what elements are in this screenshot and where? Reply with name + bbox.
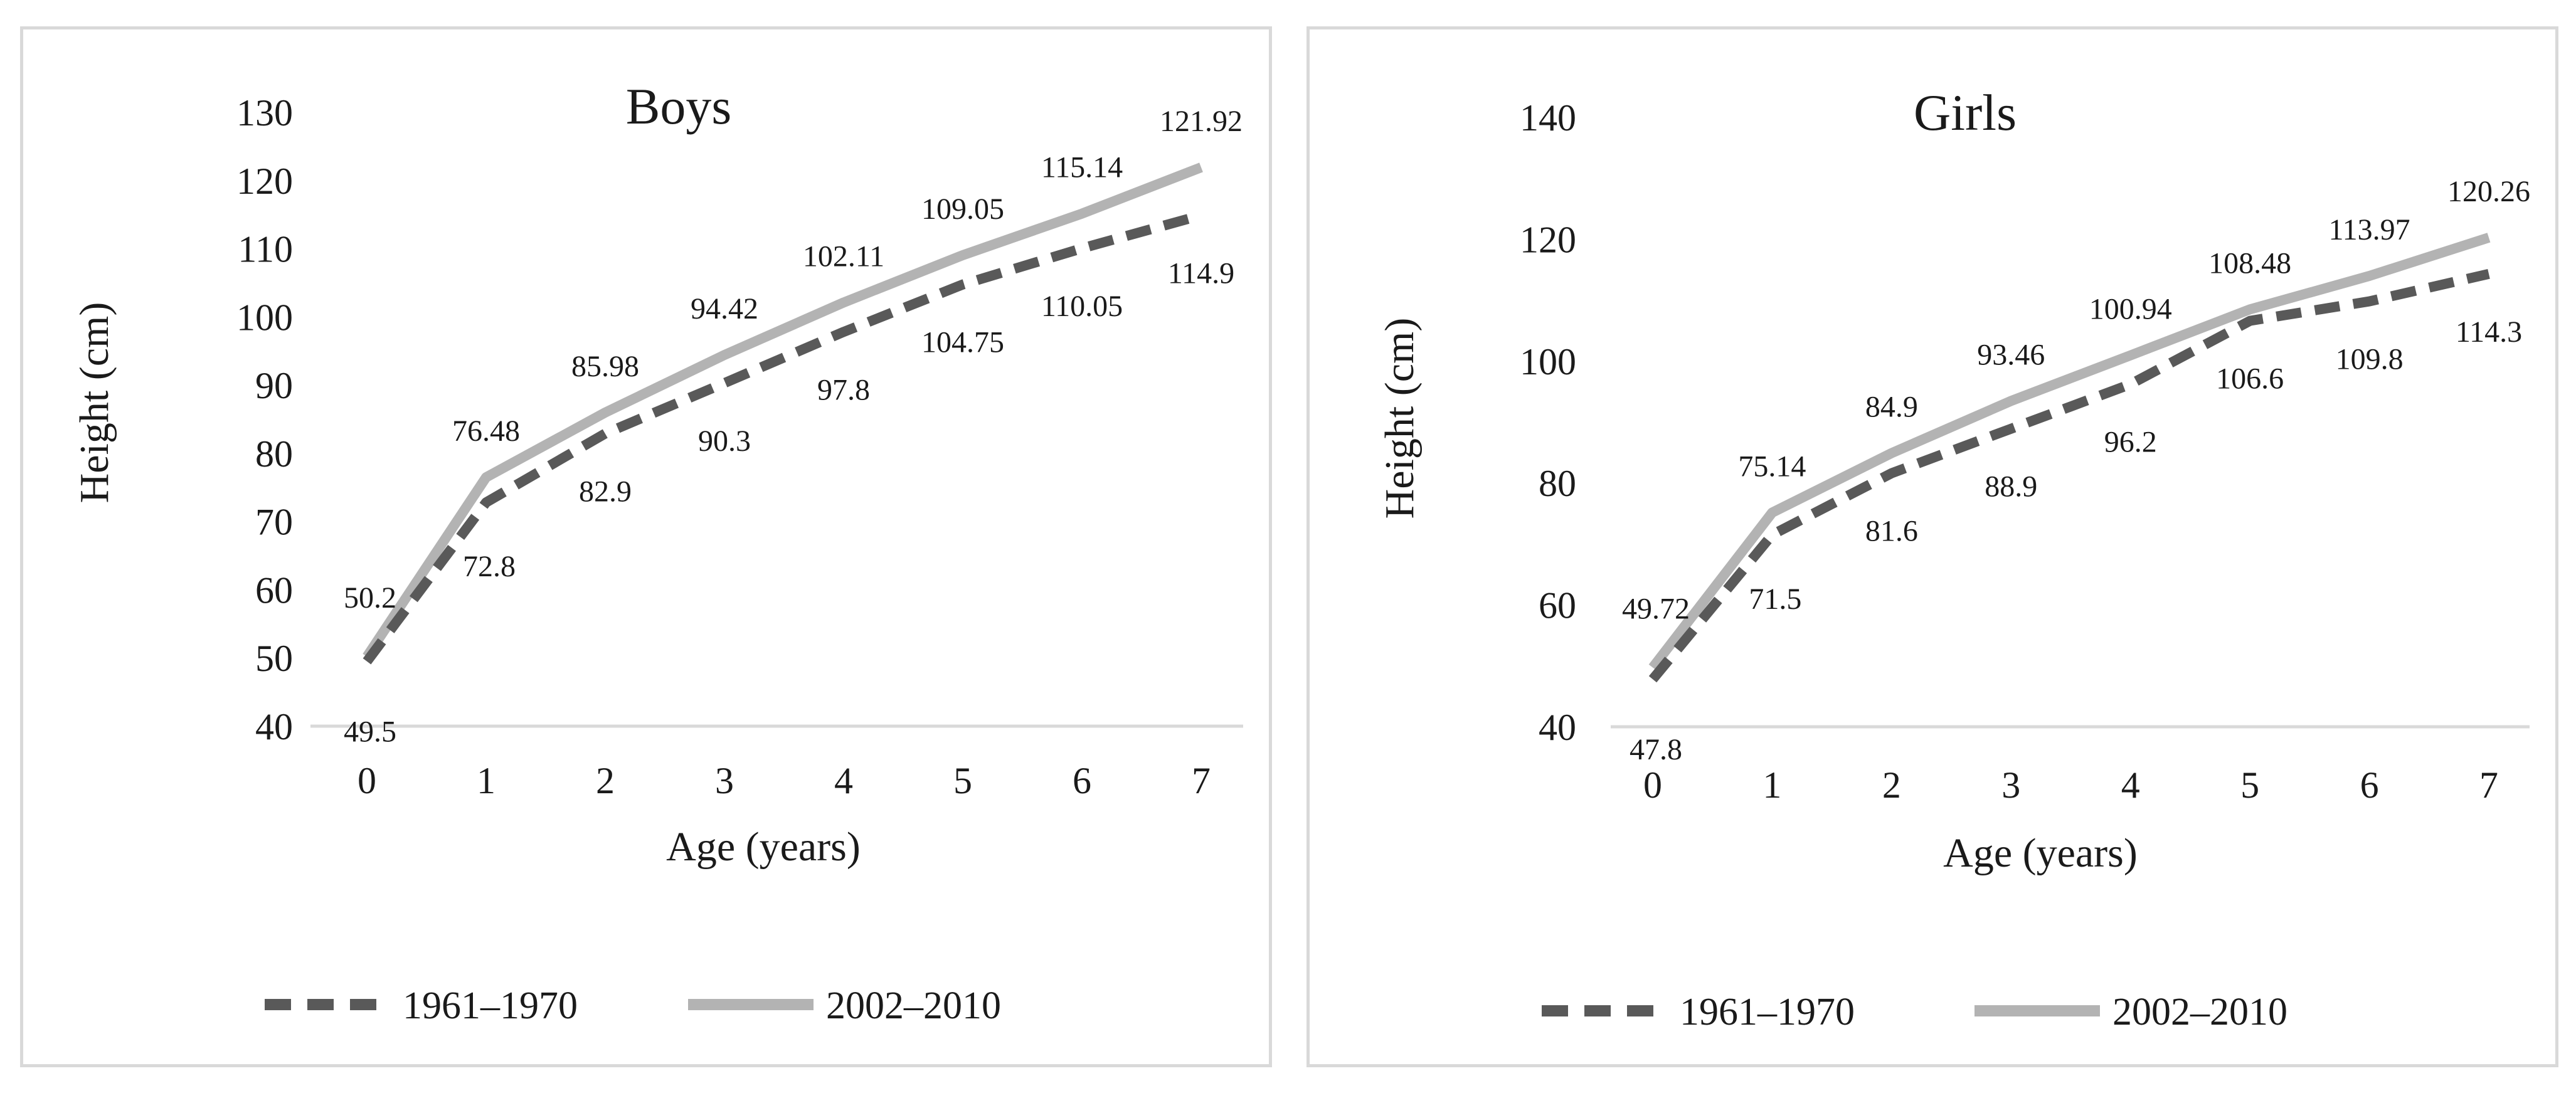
data-label: 72.8 bbox=[463, 550, 516, 583]
chart-title: Boys bbox=[626, 78, 732, 135]
y-axis-title: Height (cm) bbox=[72, 302, 117, 504]
x-tick-label: 4 bbox=[834, 760, 853, 801]
data-label: 85.98 bbox=[571, 350, 639, 383]
data-label: 110.05 bbox=[1041, 290, 1123, 323]
y-tick-label: 80 bbox=[1539, 463, 1576, 504]
data-label: 96.2 bbox=[2104, 426, 2157, 459]
x-tick-label: 3 bbox=[715, 760, 734, 801]
y-tick-label: 80 bbox=[255, 433, 293, 475]
x-tick-label: 7 bbox=[2479, 764, 2498, 806]
y-tick-label: 110 bbox=[238, 229, 293, 270]
chart-title: Girls bbox=[1914, 84, 2017, 141]
y-tick-label: 40 bbox=[255, 706, 293, 747]
data-label: 50.2 bbox=[344, 581, 396, 615]
y-tick-label: 60 bbox=[1539, 585, 1576, 626]
data-label: 71.5 bbox=[1749, 583, 1801, 616]
legend-label-2002-2010: 2002–2010 bbox=[2112, 991, 2287, 1033]
plot-area: 40 60 80 100 120 140 0 1 2 3 4 5 6 7 47.8 71.5 81.6 88.9 9… bbox=[1520, 97, 2530, 806]
data-label: 84.9 bbox=[1865, 391, 1918, 424]
y-tick-label: 90 bbox=[255, 365, 293, 406]
data-label: 100.94 bbox=[2089, 293, 2172, 326]
data-label: 109.8 bbox=[2336, 343, 2404, 376]
data-label: 114.3 bbox=[2456, 315, 2522, 349]
legend-label-1961-1970: 1961–1970 bbox=[403, 985, 578, 1027]
boys-height-chart: Boys Height (cm) Age (years) 40506070809… bbox=[72, 78, 1243, 1027]
x-tick-label: 4 bbox=[2121, 764, 2140, 806]
data-label: 97.8 bbox=[817, 373, 870, 406]
x-tick-label: 2 bbox=[596, 760, 615, 801]
y-tick-label: 50 bbox=[255, 638, 293, 679]
data-label: 88.9 bbox=[1985, 470, 2037, 504]
data-label: 49.5 bbox=[344, 715, 396, 749]
x-tick-label: 5 bbox=[953, 760, 972, 801]
y-tick-label: 120 bbox=[1520, 219, 1576, 260]
data-label: 115.14 bbox=[1041, 151, 1123, 184]
data-label: 93.46 bbox=[1977, 338, 2045, 371]
x-tick-label: 3 bbox=[2001, 764, 2020, 806]
data-label: 102.11 bbox=[803, 240, 884, 273]
y-axis-title: Height (cm) bbox=[1377, 318, 1423, 519]
y-tick-label: 100 bbox=[236, 297, 293, 338]
data-label: 75.14 bbox=[1738, 450, 1806, 483]
x-tick-label: 1 bbox=[477, 760, 496, 801]
data-label: 76.48 bbox=[452, 414, 520, 448]
series-line-2002-2010 bbox=[1648, 233, 2491, 671]
x-tick-label: 2 bbox=[1882, 764, 1901, 806]
series-line-2002-2010 bbox=[363, 162, 1203, 660]
data-label: 106.6 bbox=[2216, 362, 2284, 396]
x-tick-label: 7 bbox=[1192, 760, 1211, 801]
data-label: 90.3 bbox=[698, 425, 751, 458]
data-label: 47.8 bbox=[1630, 733, 1682, 766]
y-tick-label: 140 bbox=[1520, 97, 1576, 139]
y-tick-label: 100 bbox=[1520, 341, 1576, 383]
y-tick-label: 40 bbox=[1539, 707, 1576, 748]
data-label: 108.48 bbox=[2208, 246, 2291, 280]
legend: 1961–1970 2002–2010 bbox=[1542, 991, 2287, 1033]
x-tick-label: 5 bbox=[2240, 764, 2259, 806]
x-tick-label: 6 bbox=[1073, 760, 1091, 801]
legend: 1961–1970 2002–2010 bbox=[265, 985, 1001, 1027]
x-axis-title: Age (years) bbox=[666, 824, 861, 870]
data-label: 109.05 bbox=[921, 193, 1004, 226]
y-tick-label: 120 bbox=[236, 161, 293, 202]
data-label: 94.42 bbox=[691, 292, 758, 325]
legend-label-1961-1970: 1961–1970 bbox=[1680, 991, 1855, 1033]
data-label: 104.75 bbox=[921, 326, 1004, 359]
y-tick-label: 70 bbox=[255, 502, 293, 543]
series-line-1961-1970 bbox=[1648, 269, 2490, 683]
data-label: 121.92 bbox=[1160, 105, 1243, 138]
x-tick-label: 0 bbox=[358, 760, 376, 801]
x-tick-label: 6 bbox=[2360, 764, 2379, 806]
x-axis-title: Age (years) bbox=[1943, 830, 2138, 876]
data-label: 82.9 bbox=[579, 475, 632, 508]
chart-panel-boys: Boys Height (cm) Age (years) 40 50 60 70 80 9… bbox=[20, 26, 1272, 1067]
x-tick-label: 1 bbox=[1762, 764, 1781, 806]
chart-panel-girls: Girls Height (cm) Age (years) 40 60 80 100 1… bbox=[1307, 26, 2558, 1067]
plot-area: 40 50 60 70 80 90 100 110 120 130 0 1 2 3 4 5 6 7 49.5 72.8… bbox=[236, 92, 1243, 801]
girls-height-chart: Girls Height (cm) Age (years) 4060801001… bbox=[1377, 84, 2530, 1033]
data-label: 49.72 bbox=[1622, 593, 1690, 626]
data-label: 120.26 bbox=[2447, 175, 2530, 208]
data-label: 114.9 bbox=[1168, 256, 1234, 290]
x-tick-label: 0 bbox=[1643, 764, 1662, 806]
y-tick-label: 130 bbox=[236, 92, 293, 134]
legend-label-2002-2010: 2002–2010 bbox=[826, 985, 1001, 1027]
y-tick-label: 60 bbox=[255, 569, 293, 611]
data-label: 113.97 bbox=[2328, 213, 2410, 246]
series-line-1961-1970 bbox=[363, 210, 1203, 665]
data-label: 81.6 bbox=[1865, 515, 1918, 548]
